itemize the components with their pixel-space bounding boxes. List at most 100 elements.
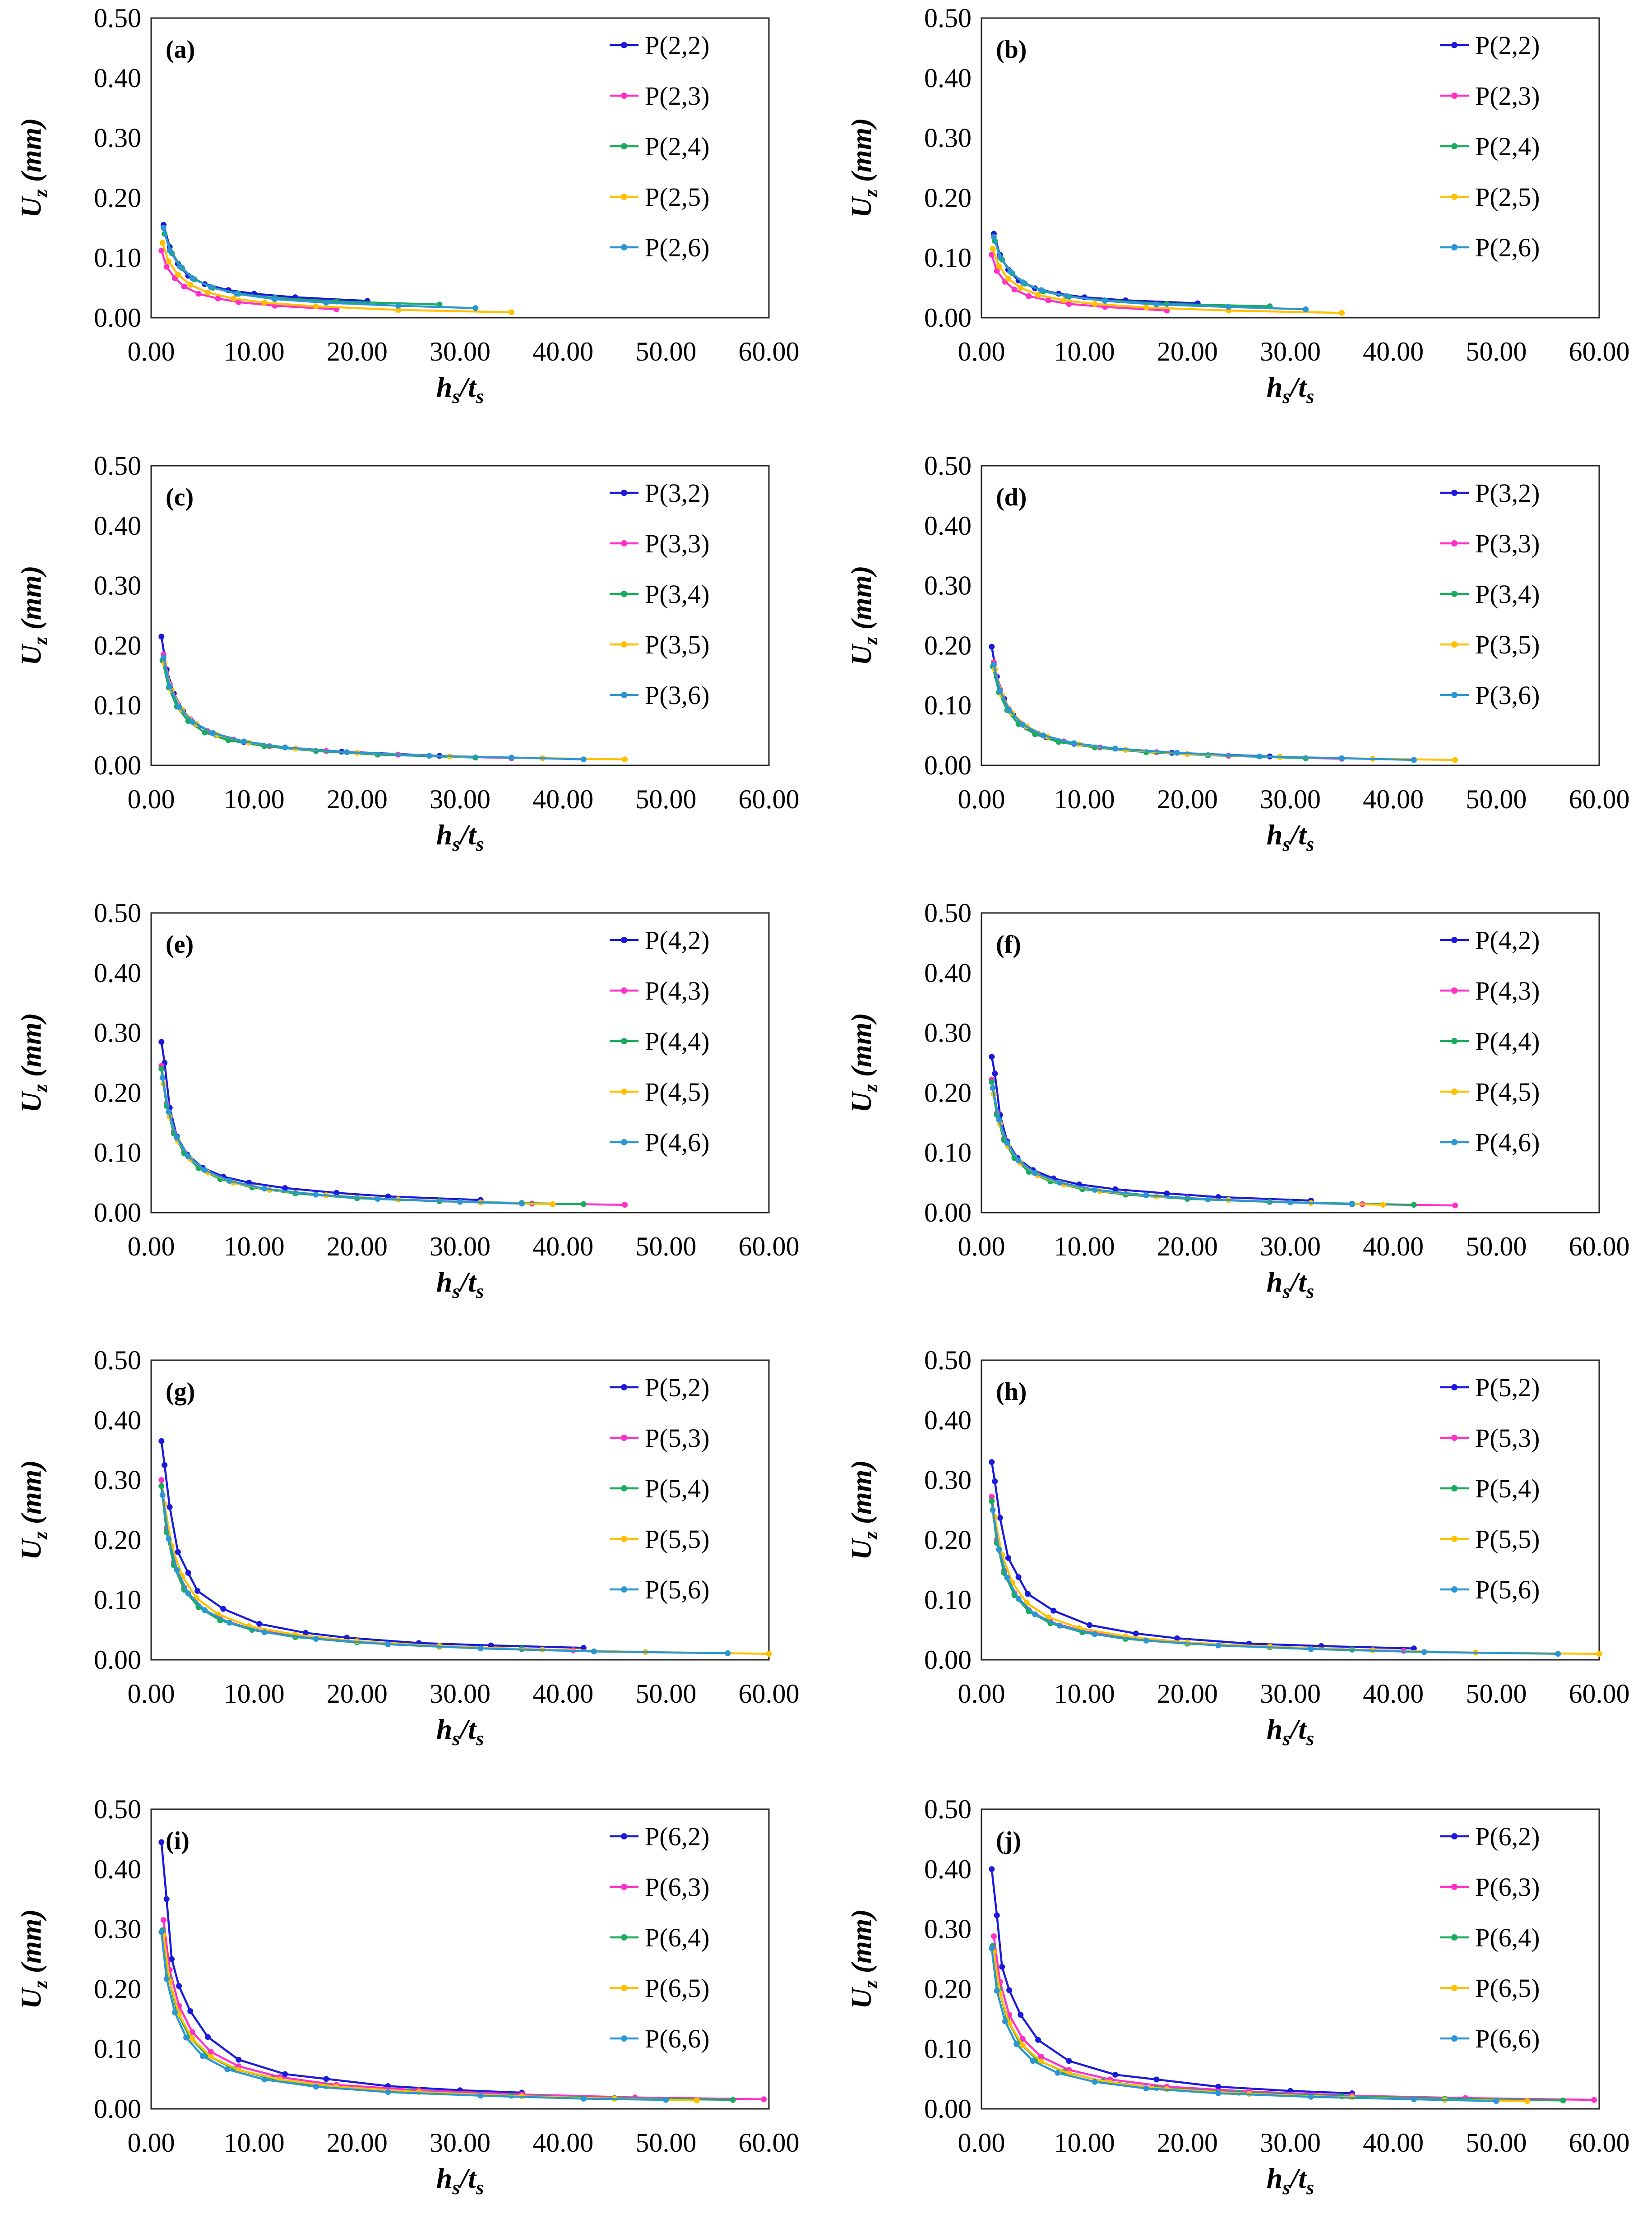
- y-axis-label-unit: (mm): [845, 1013, 877, 1084]
- data-point: [158, 1477, 165, 1483]
- series-line: [993, 236, 1306, 310]
- x-axis-label-part: t: [1298, 1713, 1307, 1745]
- data-point: [166, 258, 172, 264]
- series-line: [990, 1056, 1311, 1202]
- x-tick-label: 40.00: [1363, 1679, 1424, 1709]
- y-tick-label: 0.30: [94, 1018, 141, 1048]
- data-point: [159, 1075, 166, 1081]
- x-tick-label: 20.00: [1157, 1679, 1218, 1709]
- data-point: [175, 1549, 181, 1555]
- plot-frame: [981, 1359, 1600, 1661]
- data-point: [989, 1945, 995, 1951]
- y-axis-label-unit: (mm): [15, 1909, 47, 1980]
- y-tick-label: 0.20: [924, 630, 972, 660]
- data-point: [996, 1547, 1002, 1553]
- data-point: [395, 307, 402, 313]
- x-tick-label: 30.00: [1260, 1679, 1321, 1709]
- data-point: [1035, 2037, 1041, 2043]
- data-point: [694, 2097, 700, 2103]
- data-point: [1032, 1611, 1038, 1617]
- x-axis-label-part: s: [1282, 1280, 1290, 1302]
- x-tick-label: 50.00: [1466, 784, 1527, 814]
- chart-panel-d: 0.00 0.10 0.20 0.30 0.40 0.50 0.00 10.00 20.00 30…: [845, 451, 1630, 855]
- data-point: [591, 1648, 597, 1654]
- data-point: [989, 1459, 995, 1465]
- x-axis-label: hs/ts: [436, 1713, 484, 1750]
- legend-label: P(5,3): [645, 1423, 709, 1453]
- data-point: [1174, 750, 1180, 756]
- data-point: [663, 2097, 669, 2103]
- data-point: [994, 1987, 1000, 1994]
- data-point: [1411, 1202, 1417, 1208]
- x-axis-label-part: s: [476, 385, 484, 408]
- x-tick-label: 40.00: [1363, 1232, 1424, 1261]
- legend-label: P(4,2): [645, 926, 709, 955]
- data-point: [162, 1462, 168, 1468]
- data-point: [1006, 707, 1013, 713]
- y-axis-label-unit: (mm): [15, 118, 47, 189]
- panel-label: (g): [166, 1378, 195, 1406]
- x-tick-label: 0.00: [128, 1232, 175, 1261]
- legend-marker: [621, 42, 627, 48]
- legend-label: P(6,5): [645, 1973, 709, 2003]
- y-tick-label: 0.40: [94, 1854, 141, 1884]
- data-point: [158, 1438, 165, 1444]
- y-axis-label: Uz (mm): [845, 1460, 882, 1560]
- data-point: [990, 1085, 996, 1091]
- legend-label: P(2,2): [645, 31, 709, 60]
- series-line: [162, 1920, 764, 2101]
- y-tick-label: 0.30: [94, 123, 141, 153]
- x-tick-label: 30.00: [430, 1679, 491, 1709]
- data-point: [1061, 297, 1067, 303]
- data-point: [1411, 2096, 1417, 2103]
- panel-label: (d): [996, 483, 1027, 511]
- legend-label: P(3,6): [645, 681, 709, 710]
- legend-marker: [1451, 1536, 1458, 1542]
- legend-label: P(6,5): [1475, 1973, 1540, 2003]
- data-point: [1038, 287, 1044, 293]
- data-point: [1025, 1591, 1031, 1597]
- y-tick-label: 0.10: [924, 1138, 972, 1167]
- legend-label: P(4,4): [1475, 1027, 1540, 1056]
- data-point: [181, 283, 187, 290]
- x-tick-label: 40.00: [532, 1679, 593, 1709]
- y-axis-label-main: U: [845, 1538, 877, 1560]
- series-line: [991, 1510, 1558, 1655]
- legend-label: P(5,2): [1475, 1373, 1540, 1402]
- x-axis-label-part: s: [1282, 833, 1290, 855]
- data-point: [989, 644, 995, 650]
- x-axis-label-part: h: [1267, 371, 1283, 403]
- data-point: [997, 688, 1003, 694]
- data-point: [1040, 732, 1046, 739]
- x-axis-label-part: t: [1298, 371, 1307, 403]
- x-axis-label-part: t: [1298, 2162, 1307, 2194]
- y-tick-label: 0.10: [94, 2034, 141, 2064]
- data-point: [175, 271, 181, 278]
- data-point: [1112, 1186, 1119, 1192]
- series-line: [160, 636, 440, 757]
- x-tick-label: 30.00: [1260, 337, 1321, 366]
- legend-label: P(6,6): [1475, 2024, 1540, 2053]
- data-point: [1002, 2018, 1008, 2024]
- data-point: [472, 305, 479, 311]
- data-point: [261, 1629, 268, 1635]
- y-tick-label: 0.20: [94, 183, 141, 213]
- data-point: [1092, 301, 1098, 307]
- legend-marker: [1451, 591, 1458, 597]
- legend-label: P(3,5): [1475, 630, 1540, 659]
- data-point: [1349, 1201, 1355, 1207]
- data-point: [169, 1956, 175, 1962]
- x-tick-label: 60.00: [1569, 1679, 1630, 1709]
- data-point: [195, 291, 202, 297]
- data-point: [1005, 276, 1011, 282]
- data-point: [1308, 2094, 1314, 2100]
- legend-marker: [1451, 143, 1458, 149]
- legend-marker: [1451, 1586, 1458, 1593]
- data-point: [1303, 306, 1309, 312]
- data-point: [1596, 1651, 1602, 1657]
- x-tick-label: 0.00: [128, 337, 175, 366]
- data-point: [158, 1839, 165, 1845]
- data-point: [176, 1983, 182, 1989]
- data-point: [261, 2076, 268, 2083]
- series-line: [993, 662, 1342, 760]
